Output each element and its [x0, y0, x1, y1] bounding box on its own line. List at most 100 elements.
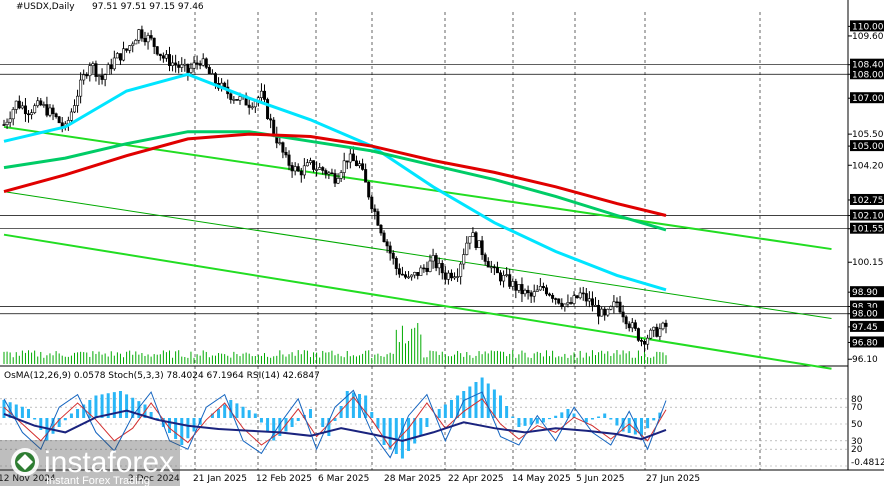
osma-bar: [210, 413, 214, 418]
osma-bar: [14, 404, 18, 418]
candle-body: [544, 287, 548, 295]
candle-body: [20, 105, 24, 109]
candle-body: [456, 276, 460, 278]
candle-body: [164, 54, 168, 59]
candle-body: [149, 35, 153, 39]
candle-body: [158, 53, 162, 56]
osma-bar: [443, 404, 447, 418]
candle-body: [94, 63, 98, 77]
candle-body: [235, 99, 239, 101]
candle-body: [198, 63, 202, 66]
osma-bar: [266, 418, 270, 432]
osma-bar: [296, 418, 300, 421]
candle-body: [658, 328, 662, 337]
candle-body: [465, 242, 469, 255]
candle-body: [23, 105, 27, 115]
candle-body: [636, 328, 640, 341]
candle-body: [621, 311, 625, 318]
price-tick-label: 98.30: [852, 303, 878, 313]
candle-body: [483, 254, 487, 262]
candle-body: [453, 276, 457, 279]
candle-body: [520, 284, 524, 295]
osma-bar: [308, 409, 312, 418]
symbol-header: #USDX,Daily: [16, 2, 75, 12]
price-label-box: [850, 286, 884, 298]
candle-body: [391, 252, 395, 259]
candle-body: [287, 154, 291, 166]
candle-body: [88, 65, 92, 77]
time-tick-label: 12 Nov 2024: [0, 474, 56, 484]
candle-body: [171, 62, 175, 66]
candle-body: [474, 232, 478, 248]
price-tick-label: 96.80: [852, 338, 878, 348]
osma-bar: [51, 418, 55, 434]
osma-bar: [192, 418, 196, 432]
osma-bar: [603, 413, 607, 418]
osma-bar: [137, 401, 141, 418]
candle-body: [143, 37, 147, 43]
candle-body: [627, 323, 631, 329]
candle-body: [413, 272, 417, 276]
channel-line: [3, 233, 832, 370]
candle-body: [131, 43, 135, 46]
osma-bar: [168, 418, 171, 433]
candle-body: [259, 90, 263, 99]
osma-bar: [388, 418, 392, 450]
candle-body: [2, 124, 6, 126]
price-label-box: [850, 320, 884, 332]
candle-body: [373, 208, 377, 212]
osma-bar: [82, 404, 86, 418]
osma-bar: [20, 406, 24, 418]
osma-bar: [523, 418, 527, 426]
indicator-tick-label: 30: [851, 437, 863, 447]
candle-body: [403, 274, 407, 278]
price-tick-label: 109.60: [852, 32, 884, 42]
price-label-box: [850, 58, 884, 70]
candle-body: [575, 295, 579, 299]
candle-body: [39, 100, 43, 106]
candle-body: [269, 118, 273, 121]
candle-body: [324, 170, 328, 175]
candle-body: [223, 82, 227, 88]
osma-bar: [492, 389, 496, 418]
osma-bar: [486, 383, 490, 418]
candle-body: [290, 165, 294, 172]
time-tick-label: 14 May 2025: [512, 474, 571, 484]
candle-body: [333, 173, 337, 184]
candle-body: [161, 55, 165, 59]
osma-bar: [235, 403, 239, 418]
candle-body: [397, 268, 401, 275]
candle-body: [361, 163, 365, 170]
candle-body: [299, 170, 303, 176]
candle-body: [204, 58, 208, 68]
candle-body: [609, 306, 613, 310]
candle-body: [122, 48, 126, 61]
candle-body: [106, 64, 110, 75]
candle-body: [14, 100, 18, 110]
candle-body: [339, 172, 343, 179]
candle-body: [336, 178, 340, 184]
candle-body: [263, 90, 267, 100]
candle-body: [137, 29, 141, 41]
candle-body: [643, 340, 647, 345]
price-tick-label: 98.90: [852, 288, 878, 298]
osma-bar: [217, 409, 221, 418]
candle-body: [348, 153, 352, 163]
osma-bar: [88, 400, 92, 418]
price-label-box: [850, 140, 884, 152]
candle-body: [422, 267, 426, 270]
candle-body: [526, 289, 530, 294]
candle-body: [594, 304, 598, 307]
osma-bar: [131, 397, 135, 418]
osma-bar: [437, 409, 441, 418]
candle-body: [195, 62, 199, 65]
candle-body: [48, 107, 52, 116]
candle-body: [489, 266, 493, 269]
osma-bar: [290, 418, 294, 427]
candle-body: [42, 104, 46, 106]
price-tick-label: 96.10: [852, 355, 878, 365]
candle-body: [548, 293, 552, 296]
osma-bar: [321, 418, 325, 427]
moving-average-line: [3, 72, 667, 292]
